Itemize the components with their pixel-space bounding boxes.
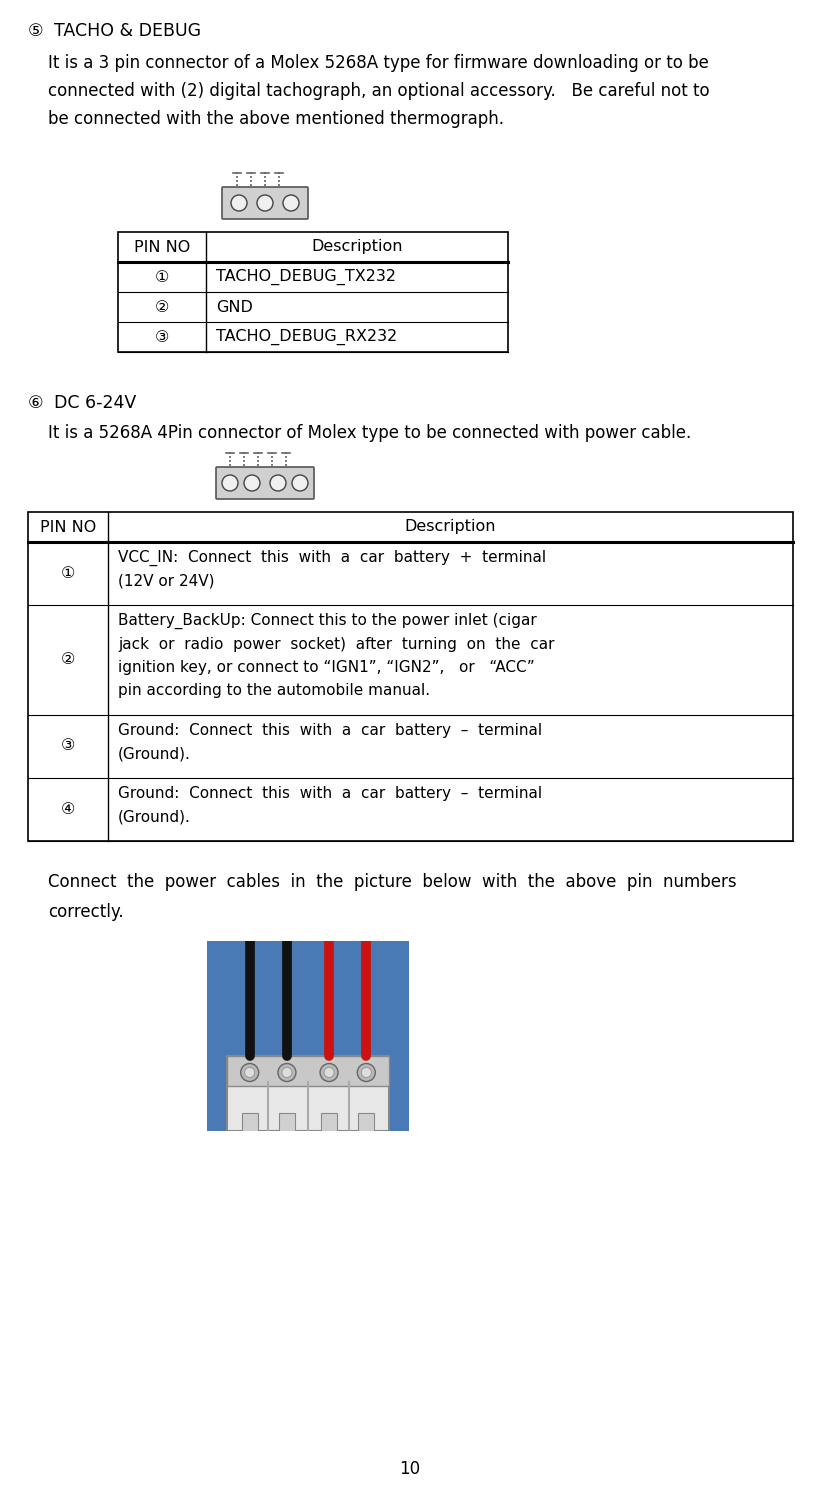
Text: Ground:  Connect  this  with  a  car  battery  –  terminal: Ground: Connect this with a car battery … <box>118 723 542 738</box>
FancyBboxPatch shape <box>216 467 314 499</box>
Circle shape <box>270 475 286 491</box>
Text: Ground:  Connect  this  with  a  car  battery  –  terminal: Ground: Connect this with a car battery … <box>118 786 542 801</box>
Bar <box>118 232 508 352</box>
Circle shape <box>282 1067 292 1078</box>
Bar <box>227 1055 389 1132</box>
Bar <box>28 512 793 841</box>
Text: It is a 3 pin connector of a Molex 5268A type for firmware downloading or to be: It is a 3 pin connector of a Molex 5268A… <box>48 54 709 72</box>
Text: 10: 10 <box>400 1460 420 1478</box>
Circle shape <box>283 195 299 211</box>
Bar <box>279 1112 295 1132</box>
Text: (Ground).: (Ground). <box>118 810 190 825</box>
Text: ①: ① <box>61 566 76 581</box>
Text: TACHO_DEBUG_RX232: TACHO_DEBUG_RX232 <box>216 329 397 346</box>
Text: ③: ③ <box>155 329 169 344</box>
Text: be connected with the above mentioned thermograph.: be connected with the above mentioned th… <box>48 109 504 129</box>
Circle shape <box>257 195 273 211</box>
Text: DC 6-24V: DC 6-24V <box>54 394 136 412</box>
Circle shape <box>361 1067 371 1078</box>
Circle shape <box>222 475 238 491</box>
Circle shape <box>324 1067 334 1078</box>
Text: ④: ④ <box>61 801 76 816</box>
Circle shape <box>245 1067 255 1078</box>
Bar <box>358 1112 374 1132</box>
Text: It is a 5268A 4Pin connector of Molex type to be connected with power cable.: It is a 5268A 4Pin connector of Molex ty… <box>48 424 691 442</box>
Bar <box>227 1055 389 1085</box>
Circle shape <box>278 1063 296 1081</box>
Text: TACHO_DEBUG_TX232: TACHO_DEBUG_TX232 <box>216 269 396 284</box>
Text: ①: ① <box>155 269 169 284</box>
Circle shape <box>320 1063 338 1081</box>
Text: ⑥: ⑥ <box>28 394 44 412</box>
Text: PIN NO: PIN NO <box>134 240 190 254</box>
FancyBboxPatch shape <box>222 187 308 219</box>
Text: ⑤: ⑤ <box>28 22 44 40</box>
Circle shape <box>241 1063 259 1081</box>
Text: ignition key, or connect to “IGN1”, “IGN2”,   or   “ACC”: ignition key, or connect to “IGN1”, “IGN… <box>118 660 534 675</box>
Text: Description: Description <box>404 519 496 534</box>
Bar <box>241 1112 258 1132</box>
Text: (Ground).: (Ground). <box>118 747 190 762</box>
Text: ②: ② <box>61 653 76 668</box>
Text: PIN NO: PIN NO <box>40 519 96 534</box>
Text: pin according to the automobile manual.: pin according to the automobile manual. <box>118 684 430 699</box>
Text: (12V or 24V): (12V or 24V) <box>118 573 214 588</box>
Text: jack  or  radio  power  socket)  after  turning  on  the  car: jack or radio power socket) after turnin… <box>118 636 554 651</box>
Text: correctly.: correctly. <box>48 903 124 921</box>
Circle shape <box>244 475 260 491</box>
Circle shape <box>357 1063 375 1081</box>
Circle shape <box>231 195 247 211</box>
Text: ③: ③ <box>61 738 76 753</box>
Bar <box>321 1112 337 1132</box>
Text: connected with (2) digital tachograph, an optional accessory.   Be careful not t: connected with (2) digital tachograph, a… <box>48 82 709 100</box>
Circle shape <box>292 475 308 491</box>
Text: Description: Description <box>311 240 403 254</box>
Text: ②: ② <box>155 299 169 314</box>
Text: VCC_IN:  Connect  this  with  a  car  battery  +  terminal: VCC_IN: Connect this with a car battery … <box>118 549 546 566</box>
Text: GND: GND <box>216 299 253 314</box>
Text: Connect  the  power  cables  in  the  picture  below  with  the  above  pin  num: Connect the power cables in the picture … <box>48 873 736 891</box>
Text: Battery_BackUp: Connect this to the power inlet (cigar: Battery_BackUp: Connect this to the powe… <box>118 612 537 629</box>
Text: TACHO & DEBUG: TACHO & DEBUG <box>54 22 201 40</box>
